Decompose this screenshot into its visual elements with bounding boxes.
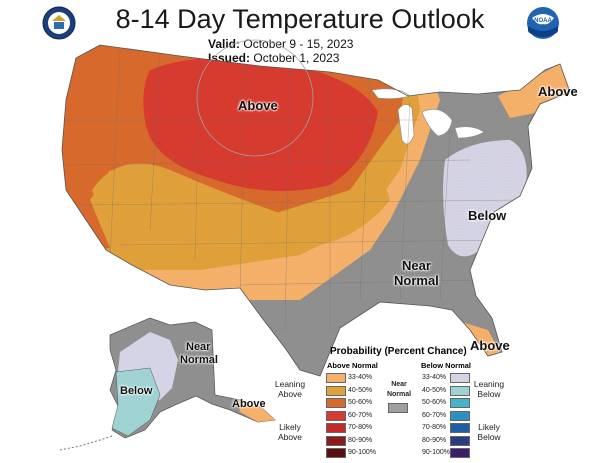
legend-leaning-above: Leaning Above (270, 379, 310, 399)
above-north-label: Above (238, 98, 278, 113)
alaska-near-label-1: Near (186, 341, 211, 353)
legend-below-swatch-1 (450, 385, 470, 396)
legend-below-header: Below Normal (421, 361, 472, 370)
legend-below-label-6: 90-100% (422, 449, 451, 456)
legend-below-label-2: 50-60% (422, 399, 447, 406)
legend-below-swatch-6 (450, 448, 470, 458)
legend-below-swatch-5 (450, 435, 470, 446)
polar-circle-line (196, 39, 314, 157)
legend-likely-above-line1: Likely (279, 422, 301, 432)
aleutian-islands (59, 435, 113, 451)
svg-text:NOAA: NOAA (534, 18, 552, 24)
valid-label: Valid: (208, 37, 241, 51)
legend-below-label-1: 40-50% (422, 386, 447, 394)
legend-above-swatch-6 (326, 448, 346, 458)
legend-above-label-0: 33-40% (348, 374, 373, 381)
probability-legend: Probability (Percent Chance) Above Norma… (270, 344, 508, 461)
valid-line: Valid: October 9 - 15, 2023 (208, 37, 353, 51)
lake-huron (421, 109, 453, 137)
legend-above-swatch-5 (326, 435, 346, 446)
near-normal-label-1: Near (402, 258, 431, 273)
legend-likely-above-line2: Above (277, 432, 303, 442)
legend-below-swatch-4 (450, 423, 470, 433)
valid-dates: October 9 - 15, 2023 (243, 37, 354, 51)
legend-below-label-4: 70-80% (422, 424, 447, 431)
alaska-below-label: Below (120, 385, 153, 397)
above-florida-label: Above (470, 338, 510, 353)
legend-near-header-line1: Near (391, 381, 407, 388)
commerce-seal-logo (42, 6, 76, 40)
above-northeast-label: Above (538, 84, 578, 99)
legend-likely-below-line2: Below (477, 432, 501, 442)
legend-above-swatch-1 (326, 385, 346, 396)
issued-line: Issued: October 1, 2023 (208, 51, 339, 65)
legend-above-label-1: 40-50% (348, 386, 373, 394)
legend-title: Probability (Percent Chance) (330, 346, 467, 357)
legend-leaning-below-line2: Below (477, 389, 501, 399)
below-east-label: Below (468, 208, 507, 223)
legend-above-label-5: 80-90% (348, 436, 373, 444)
alaska-above-label: Above (232, 398, 266, 410)
legend-above-header: Above Normal (327, 361, 378, 370)
legend-above-label-6: 90-100% (348, 449, 377, 456)
lake-erie (454, 126, 485, 139)
legend-likely-below-line1: Likely (478, 422, 500, 432)
legend-likely-above: Likely Above (270, 422, 310, 442)
legend-above-swatch-3 (326, 410, 346, 421)
near-normal-label-2: Normal (394, 273, 439, 288)
legend-below-label-3: 60-70% (422, 411, 447, 419)
alaska-near-label-2: Normal (180, 354, 218, 366)
legend-above-label-2: 50-60% (348, 399, 373, 406)
legend-leaning-above-line1: Leaning (274, 379, 306, 389)
legend-below-swatch-0 (450, 373, 470, 383)
state-borders (62, 49, 521, 331)
legend-leaning-above-line2: Above (277, 389, 303, 399)
legend-above-label-4: 70-80% (348, 424, 373, 431)
noaa-logo: NOAA (527, 7, 559, 39)
legend-above-swatch-2 (326, 398, 346, 408)
legend-above-swatch-0 (326, 373, 346, 383)
alaska-above-region (238, 400, 275, 422)
legend-above-swatch-4 (326, 423, 346, 433)
legend-below-swatch-3 (450, 410, 470, 421)
legend-near-swatch (388, 403, 408, 413)
legend-below-swatch-2 (450, 398, 470, 408)
lake-michigan (397, 104, 415, 145)
legend-leaning-below-line1: Leaning (473, 379, 505, 389)
legend-likely-below: Likely Below (470, 422, 508, 442)
legend-near-header-line2: Normal (386, 391, 412, 398)
legend-above-label-3: 60-70% (348, 411, 373, 419)
page-title: 8-14 Day Temperature Outlook (115, 4, 485, 34)
alaska-below-40-region (111, 367, 161, 437)
legend-below-label-5: 80-90% (422, 436, 447, 444)
issued-date: October 1, 2023 (253, 51, 340, 65)
alaska (59, 317, 276, 451)
conus-outline (61, 44, 571, 377)
legend-near-header: Near Normal (382, 380, 416, 400)
legend-below-label-0: 33-40% (422, 374, 447, 381)
legend-leaning-below: Leaning Below (470, 379, 508, 399)
